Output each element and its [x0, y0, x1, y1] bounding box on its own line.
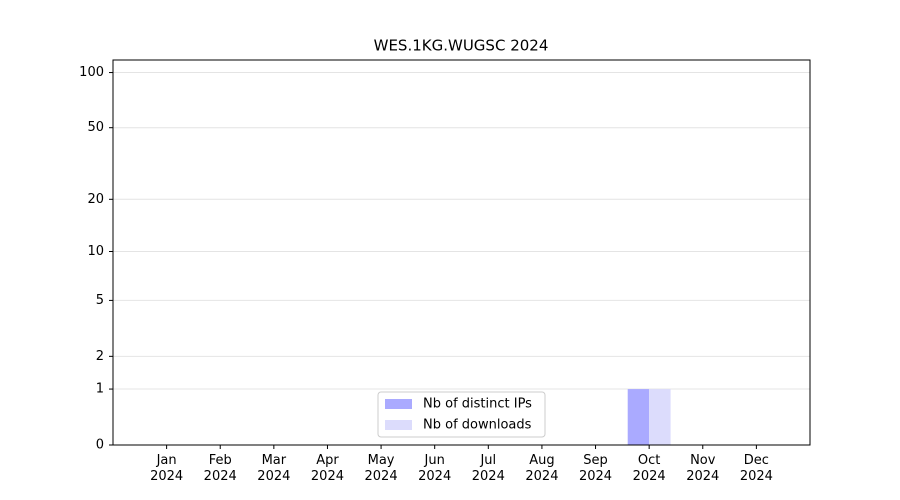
x-tick-label: Apr 2024	[310, 453, 344, 484]
x-tick-label: Jul 2024	[471, 453, 505, 484]
legend-label: Nb of downloads	[423, 418, 532, 433]
y-tick-label: 2	[96, 349, 104, 364]
chart-title: WES.1KG.WUGSC 2024	[374, 37, 549, 55]
x-tick-label: Jan 2024	[150, 453, 184, 484]
x-tick-label: Jun 2024	[418, 453, 452, 484]
x-tick-label: Aug 2024	[525, 453, 559, 484]
y-tick-label: 5	[96, 293, 104, 308]
bar	[627, 389, 650, 445]
legend: Nb of distinct IPs Nb of downloads	[377, 391, 546, 438]
y-tick-label: 10	[87, 244, 104, 259]
x-tick-label: Mar 2024	[257, 453, 291, 484]
bar	[649, 389, 671, 445]
legend-swatch	[385, 399, 412, 409]
plot-frame	[112, 59, 811, 446]
x-tick-label: Nov 2024	[686, 453, 720, 484]
y-tick-label: 0	[96, 438, 104, 453]
legend-swatch	[385, 420, 412, 430]
y-tick-label: 1	[96, 382, 104, 397]
legend-label: Nb of distinct IPs	[423, 397, 532, 412]
y-tick-label: 20	[87, 192, 104, 207]
y-tick-label: 100	[79, 65, 104, 80]
y-tick-label: 50	[87, 120, 104, 135]
legend-frame	[377, 391, 546, 438]
x-tick-label: Sep 2024	[578, 453, 613, 484]
x-tick-label: Feb 2024	[203, 453, 237, 484]
x-tick-label: May 2024	[364, 453, 398, 484]
x-tick-label: Oct 2024	[632, 453, 666, 484]
x-tick-label: Dec 2024	[739, 453, 773, 484]
